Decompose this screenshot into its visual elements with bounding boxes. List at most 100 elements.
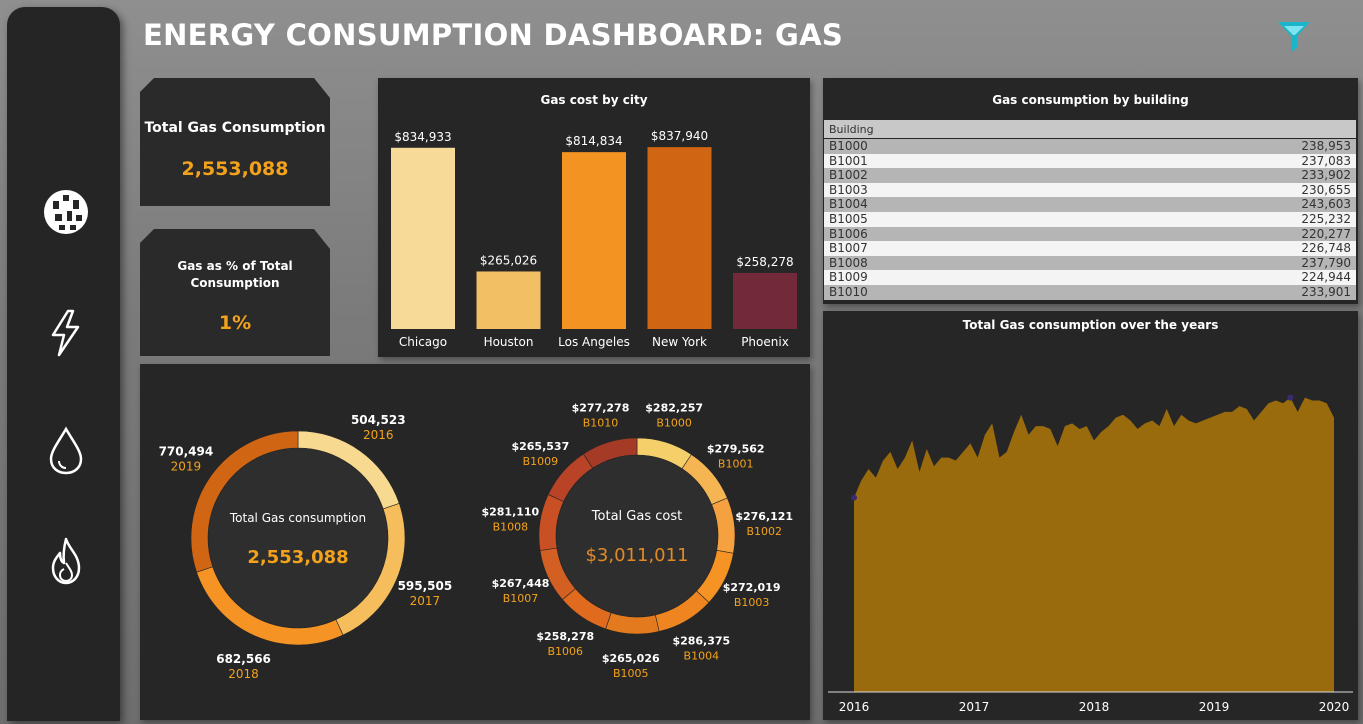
buildings-globe-icon[interactable] <box>43 187 89 237</box>
table-row[interactable]: B1000 238,953 <box>824 139 1356 154</box>
table-row[interactable]: B1002 233,902 <box>824 168 1356 183</box>
donut-slice-2019[interactable] <box>190 430 299 573</box>
donut-category-label: B1003 <box>734 596 770 609</box>
donut-value-label: $279,562 <box>707 443 765 456</box>
water-drop-icon[interactable] <box>43 425 89 475</box>
x-tick-label: 2018 <box>1079 700 1110 714</box>
donut-value-label: 504,523 <box>351 413 406 427</box>
table-row[interactable]: B1004 243,603 <box>824 197 1356 212</box>
donut-center-value: 2,553,088 <box>247 547 348 568</box>
bar-new-york[interactable] <box>647 147 712 329</box>
donut-value-label: $281,110 <box>481 506 539 519</box>
donut-center-title: Total Gas consumption <box>229 511 366 525</box>
table-cell-value: 224,944 <box>1301 270 1351 285</box>
bar-value-label: $834,933 <box>394 130 451 144</box>
bar-category-label: Phoenix <box>741 335 789 349</box>
table-cell-value: 226,748 <box>1301 241 1351 256</box>
table-title: Gas consumption by building <box>992 93 1189 107</box>
donut-category-label: B1005 <box>613 667 649 680</box>
bar-value-label: $814,834 <box>565 134 622 148</box>
table-row[interactable]: B1003 230,655 <box>824 182 1356 198</box>
x-tick-label: 2017 <box>959 700 990 714</box>
bar-category-label: New York <box>652 335 707 349</box>
table-cell-building: B1003 <box>829 182 868 197</box>
area-series[interactable] <box>854 397 1334 692</box>
donut-center-value: $3,011,011 <box>585 545 688 566</box>
filter-icon[interactable] <box>1276 18 1312 54</box>
table-header: Building <box>824 120 1356 138</box>
table-cell-building: B1008 <box>829 255 868 270</box>
donut-category-label: B1008 <box>493 521 529 534</box>
table-cell-building: B1007 <box>829 241 868 256</box>
donut-slice-b1010[interactable] <box>582 437 638 469</box>
donut-category-label: B1006 <box>548 645 584 658</box>
donut-category-label: 2017 <box>410 594 441 608</box>
bar-los-angeles[interactable] <box>562 152 626 329</box>
bar-phoenix[interactable] <box>733 272 797 329</box>
table-row[interactable]: B1009 224,944 <box>824 270 1356 285</box>
table-cell-value: 233,901 <box>1301 285 1351 299</box>
bar-houston[interactable] <box>476 271 541 329</box>
donut-category-label: 2018 <box>228 667 259 681</box>
bar-category-label: Houston <box>484 335 534 349</box>
donut-center-title: Total Gas cost <box>591 509 682 524</box>
dashboard-title: ENERGY CONSUMPTION DASHBOARD: GAS <box>143 18 844 52</box>
donut-value-label: $286,375 <box>672 635 730 648</box>
donut-value-label: 595,505 <box>398 579 453 593</box>
table-cell-building: B1001 <box>829 153 868 168</box>
bar-chart: $834,933 Chicago $265,026 Houston $814,834 Lo… <box>391 129 797 349</box>
table-row[interactable]: B1010 233,901 <box>824 285 1356 300</box>
donut-category-label: B1007 <box>503 592 539 605</box>
table-row[interactable]: B1001 237,083 <box>824 153 1356 169</box>
table-cell-value: 230,655 <box>1301 182 1351 197</box>
donut-value-label: $282,257 <box>645 402 703 415</box>
table-cell-value: 233,902 <box>1301 168 1351 183</box>
table-cell-value: 237,083 <box>1301 153 1351 168</box>
table-row[interactable]: B1008 237,790 <box>824 255 1356 271</box>
area-chart-title: Total Gas consumption over the years <box>962 318 1219 332</box>
donut-value-label: 682,566 <box>216 652 271 666</box>
table-cell-building: B1000 <box>829 139 868 153</box>
donut-value-label: $258,278 <box>536 630 594 643</box>
table-header-building: Building <box>829 123 874 136</box>
donut-value-label: $267,448 <box>492 577 550 590</box>
table-cell-value: 237,790 <box>1301 255 1351 270</box>
donut-panel: 504,523 2016 595,505 2017 682,566 2018 770,494… <box>140 364 810 720</box>
table-cell-building: B1004 <box>829 197 868 212</box>
bar-chicago[interactable] <box>391 147 455 329</box>
table-row[interactable]: B1007 226,748 <box>824 241 1356 256</box>
x-tick-label: 2019 <box>1199 700 1230 714</box>
lightning-icon[interactable] <box>43 307 89 357</box>
donut-category-label: B1004 <box>684 650 720 663</box>
kpi-percent-label-1: Gas as % of Total <box>177 259 293 273</box>
kpi-total-label: Total Gas Consumption <box>144 120 326 136</box>
bar-chart-title: Gas cost by city <box>540 93 648 107</box>
table-cell-building: B1009 <box>829 270 868 285</box>
donut-category-label: B1002 <box>746 525 782 538</box>
bar-value-label: $837,940 <box>651 129 708 143</box>
donut-category-label: 2019 <box>171 460 202 474</box>
table-cell-value: 238,953 <box>1301 139 1351 153</box>
table-cell-value: 225,232 <box>1301 212 1351 226</box>
bar-value-label: $258,278 <box>736 255 793 269</box>
table-cell-building: B1005 <box>829 212 868 226</box>
donut-center <box>208 448 388 628</box>
table-row[interactable]: B1006 220,277 <box>824 226 1356 242</box>
table-cell-building: B1006 <box>829 226 868 241</box>
donut-category-label: B1009 <box>523 455 559 468</box>
bar-value-label: $265,026 <box>480 253 537 267</box>
bar-category-label: Los Angeles <box>558 335 630 349</box>
kpi-percent-value: 1% <box>218 312 252 334</box>
donut-category-label: B1001 <box>718 458 754 471</box>
kpi-total-value: 2,553,088 <box>181 158 289 180</box>
bar-category-label: Chicago <box>399 335 447 349</box>
kpi-total-gas: Total Gas Consumption 2,553,088 <box>140 78 330 206</box>
donut-value-label: $265,537 <box>511 440 569 453</box>
table-cell-value: 220,277 <box>1301 226 1351 241</box>
table-cell-building: B1002 <box>829 168 868 183</box>
table-cell-building: B1010 <box>829 285 868 299</box>
donut-category-label: B1010 <box>583 416 619 429</box>
flame-icon[interactable] <box>43 535 89 585</box>
table-row[interactable]: B1005 225,232 <box>824 212 1356 227</box>
